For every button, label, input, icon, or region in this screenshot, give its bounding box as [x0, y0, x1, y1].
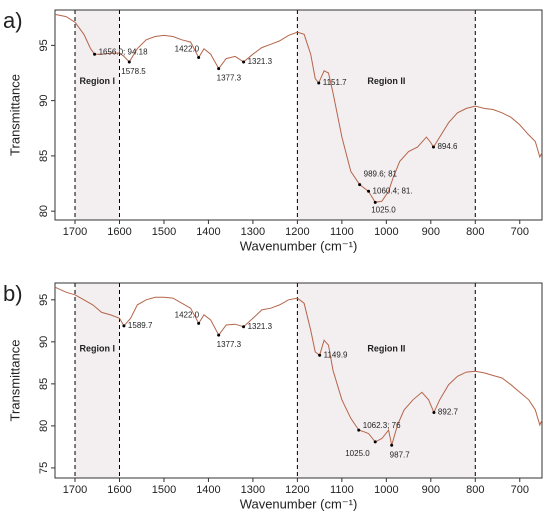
peak-label: 1589.7	[128, 321, 153, 330]
x-tick-label: 700	[511, 226, 529, 238]
region-shade	[75, 283, 120, 478]
region-shade	[297, 283, 476, 478]
region-label: Region I	[80, 76, 116, 86]
region-shade	[75, 10, 120, 220]
peak-marker	[367, 189, 371, 193]
x-tick-label: 1100	[330, 484, 354, 496]
peak-label: 1062.3; 76	[363, 421, 401, 430]
panel: Region I Region II 1700 1600 1500 1400 1300 120…	[3, 281, 543, 511]
peak-marker	[373, 200, 377, 204]
x-tick-label: 900	[422, 226, 440, 238]
region-shade	[297, 10, 476, 220]
y-tick-label: 85	[38, 378, 50, 390]
peak-label: 1060.4; 81.	[373, 186, 413, 195]
region-label: Region I	[80, 344, 116, 354]
peak-label: 1377.3	[217, 74, 242, 83]
peak-label: 1422.0	[175, 45, 200, 54]
panel: Region I Region II 1700 1600 1500 1400 1300 120…	[3, 8, 543, 253]
x-tick-label: 1100	[330, 226, 354, 238]
y-axis-title: Transmittance	[7, 340, 22, 422]
y-tick-label: 80	[38, 420, 50, 432]
peak-marker	[217, 333, 221, 337]
region-label: Region II	[367, 344, 405, 354]
panel-label: b)	[3, 281, 23, 306]
y-tick-label: 95	[38, 39, 50, 51]
x-tick-label: 700	[511, 484, 529, 496]
peak-marker	[373, 440, 377, 444]
peak-marker	[122, 324, 126, 328]
x-tick-label: 1700	[63, 226, 87, 238]
peak-label: 1656.0; 94.18	[99, 47, 148, 56]
peak-marker	[318, 353, 322, 357]
peak-label: 1377.3	[217, 340, 242, 349]
peak-label: 1422.0	[175, 310, 200, 319]
x-tick-label: 1000	[374, 484, 398, 496]
peak-label: 1025.0	[345, 449, 370, 458]
peak-marker	[317, 81, 321, 85]
x-axis-title: Wavenumber (cm⁻¹)	[240, 238, 358, 253]
peak-marker	[357, 428, 361, 432]
y-tick-label: 90	[38, 95, 50, 107]
peak-marker	[358, 183, 362, 187]
y-tick-label: 85	[38, 150, 50, 162]
x-tick-label: 1200	[285, 226, 309, 238]
peak-label: 1151.7	[323, 78, 347, 87]
x-tick-label: 1700	[63, 484, 87, 496]
x-tick-label: 1300	[241, 484, 265, 496]
x-tick-label: 900	[422, 484, 440, 496]
y-tick-label: 90	[38, 336, 50, 348]
x-tick-label: 1000	[374, 226, 398, 238]
x-tick-label: 1500	[152, 484, 176, 496]
x-tick-label: 1600	[107, 226, 131, 238]
plot-frame	[54, 282, 543, 479]
peak-label: 894.6	[437, 142, 458, 151]
peak-label: 1321.3	[248, 322, 273, 331]
peak-marker	[217, 67, 221, 71]
peak-marker	[390, 443, 394, 447]
panel-label: a)	[3, 8, 23, 33]
y-tick-label: 95	[38, 294, 50, 306]
y-tick-label: 75	[38, 462, 50, 474]
peak-label: 892.7	[438, 408, 459, 417]
peak-label: 987.7	[390, 450, 411, 459]
peak-label: 989.6; 81	[364, 170, 398, 179]
x-tick-label: 1300	[241, 226, 265, 238]
x-tick-label: 1200	[285, 484, 309, 496]
peak-label: 1321.3	[248, 57, 273, 66]
peak-marker	[242, 325, 246, 329]
peak-marker	[197, 321, 201, 325]
peak-marker	[127, 60, 131, 64]
spectrum-line	[54, 286, 543, 446]
x-tick-label: 800	[466, 484, 484, 496]
peak-marker	[432, 410, 436, 414]
region-label: Region II	[367, 76, 405, 86]
y-tick-label: 80	[38, 205, 50, 217]
peak-marker	[93, 52, 97, 56]
plot-frame	[54, 9, 543, 221]
x-tick-label: 800	[466, 226, 484, 238]
peak-label: 1025.0	[371, 205, 396, 214]
peak-marker	[242, 60, 246, 64]
peak-marker	[431, 145, 435, 149]
spectrum-line	[54, 13, 543, 203]
x-tick-label: 1600	[107, 484, 131, 496]
peak-label: 1149.9	[324, 350, 348, 359]
x-tick-label: 1400	[196, 226, 220, 238]
x-tick-label: 1400	[196, 484, 220, 496]
y-axis-title: Transmittance	[7, 74, 22, 156]
peak-marker	[197, 56, 201, 60]
x-tick-label: 1500	[152, 226, 176, 238]
x-axis-title: Wavenumber (cm⁻¹)	[240, 496, 358, 511]
peak-label: 1578.5	[121, 67, 146, 76]
